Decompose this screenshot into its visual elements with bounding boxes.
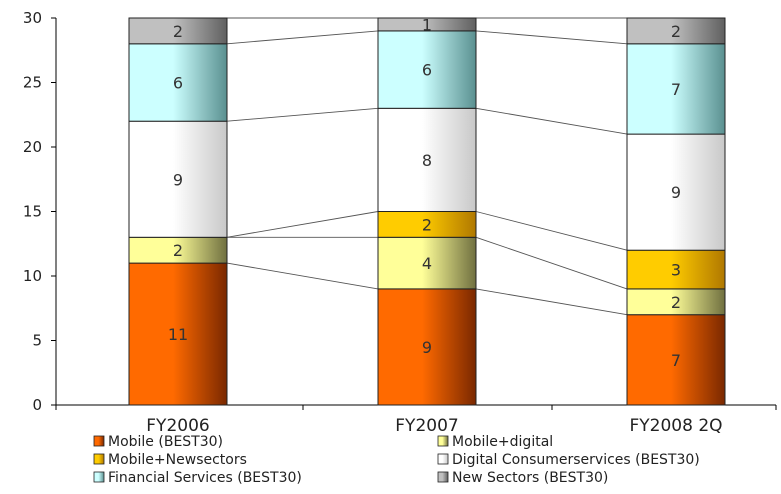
data-label: 7 bbox=[671, 351, 681, 370]
connector-line bbox=[227, 31, 378, 44]
y-tick-label: 15 bbox=[23, 203, 42, 221]
y-tick-label: 0 bbox=[32, 396, 42, 414]
data-label: 2 bbox=[422, 215, 432, 234]
legend-entry: Mobile+digital bbox=[452, 434, 553, 450]
data-label: 3 bbox=[671, 261, 681, 280]
y-tick-label: 10 bbox=[23, 267, 42, 285]
legend-entry: Mobile+Newsectors bbox=[108, 452, 247, 468]
legend-entry: Digital Consumerservices (BEST30) bbox=[452, 452, 700, 468]
data-label: 4 bbox=[422, 254, 432, 273]
legend-swatch bbox=[438, 454, 448, 464]
x-category-label: FY2008 2Q bbox=[629, 416, 722, 436]
connector-line bbox=[227, 263, 378, 289]
data-label: 7 bbox=[671, 80, 681, 99]
legend-swatch bbox=[438, 436, 448, 446]
data-label: 9 bbox=[173, 170, 183, 189]
data-label: 8 bbox=[422, 151, 432, 170]
data-label: 2 bbox=[671, 293, 681, 312]
data-label: 11 bbox=[168, 325, 188, 344]
x-category-label: FY2007 bbox=[395, 416, 458, 436]
legend-swatch bbox=[94, 436, 104, 446]
y-tick-label: 20 bbox=[23, 138, 42, 156]
data-label: 9 bbox=[422, 338, 432, 357]
x-category-label: FY2006 bbox=[146, 416, 209, 436]
data-label: 6 bbox=[173, 74, 183, 93]
legend-swatch bbox=[94, 472, 104, 482]
connector-line bbox=[476, 212, 627, 251]
legend: Mobile (BEST30) Mobile+digital Mobile+News… bbox=[94, 434, 700, 486]
legend-swatch bbox=[94, 454, 104, 464]
legend-entry: New Sectors (BEST30) bbox=[452, 470, 608, 486]
connector-line bbox=[476, 31, 627, 44]
connector-line bbox=[476, 237, 627, 289]
legend-entry: Financial Services (BEST30) bbox=[108, 470, 302, 486]
data-label: 2 bbox=[173, 241, 183, 260]
y-tick-label: 5 bbox=[32, 332, 42, 350]
data-label: 1 bbox=[422, 15, 432, 34]
data-label: 2 bbox=[173, 22, 183, 41]
connector-line bbox=[476, 108, 627, 134]
connector-line bbox=[227, 108, 378, 121]
y-tick-label: 30 bbox=[23, 9, 42, 27]
legend-swatch bbox=[438, 472, 448, 482]
data-label: 9 bbox=[671, 183, 681, 202]
connector-line bbox=[476, 289, 627, 315]
y-tick-label: 25 bbox=[23, 74, 42, 92]
data-label: 2 bbox=[671, 22, 681, 41]
connector-line bbox=[227, 212, 378, 238]
legend-entry: Mobile (BEST30) bbox=[108, 434, 223, 450]
data-label: 6 bbox=[422, 61, 432, 80]
